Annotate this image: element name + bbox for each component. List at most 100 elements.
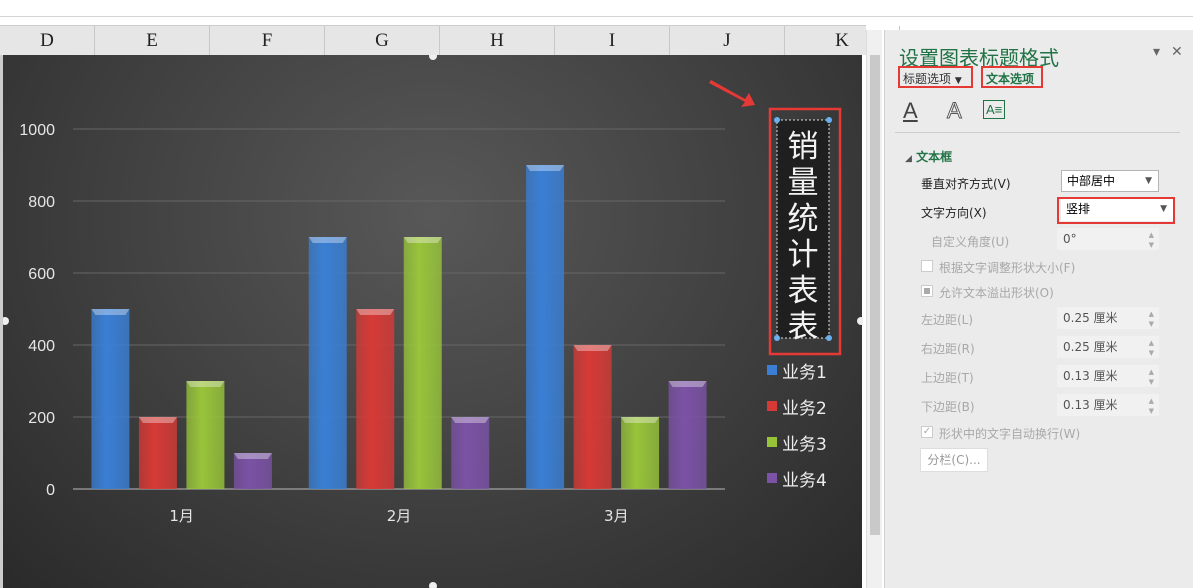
y-tick-label: 200 [28, 410, 55, 427]
bar-业务3-1月[interactable] [186, 381, 225, 489]
bar-业务1-2月[interactable] [308, 237, 347, 489]
y-tick-label: 1000 [19, 122, 55, 139]
bar-业务2-3月[interactable] [573, 345, 612, 489]
bar-bevel [308, 237, 347, 243]
chart-title-char: 表 [788, 309, 819, 345]
y-tick-label: 400 [28, 338, 55, 355]
custom-angle-input[interactable]: 0° ▲ ▼ [1057, 228, 1159, 250]
chart-resize-handle[interactable] [857, 317, 863, 325]
bar-业务3-3月[interactable] [621, 417, 660, 489]
column-header-D[interactable]: D [0, 26, 95, 56]
y-tick-label: 0 [46, 482, 55, 499]
annotation-arrow-icon [709, 80, 755, 107]
spinner-icon: ▲ ▼ [1148, 397, 1154, 415]
close-icon[interactable]: ✕ [1171, 44, 1183, 60]
text-effects-icon[interactable]: A [947, 98, 963, 124]
custom-angle-label: 自定义角度(U) [931, 235, 1010, 249]
column-header-H[interactable]: H [440, 26, 555, 56]
columns-button[interactable]: 分栏(C)... [920, 448, 988, 472]
bar-bevel [451, 417, 490, 423]
right-margin-label: 右边距(R) [921, 342, 975, 356]
legend-label[interactable]: 业务1 [782, 363, 827, 383]
bar-业务2-1月[interactable] [138, 417, 177, 489]
x-tick-label: 2月 [387, 507, 412, 525]
resize-handle[interactable] [774, 117, 780, 123]
text-fill-icon[interactable]: A [903, 98, 918, 123]
input-value: 0.13 厘米 [1063, 369, 1118, 383]
y-tick-label: 800 [28, 194, 55, 211]
column-header-K[interactable]: K [785, 26, 900, 56]
bar-bevel [138, 417, 177, 423]
tab-label: 标题选项 [903, 72, 952, 86]
chart-area[interactable]: 0 200 400 600 800 1000 1月 2月 3月 业务1 业务2 业务3 业务4 销量统计表… [0, 55, 863, 588]
bar-业务4-2月[interactable] [451, 417, 490, 489]
column-header-J[interactable]: J [670, 26, 785, 56]
legend-label[interactable]: 业务3 [782, 435, 827, 455]
legend-marker [767, 473, 777, 483]
scrollbar-thumb[interactable] [870, 55, 880, 535]
resize-handle[interactable] [774, 335, 780, 341]
spinner-icon: ▲ ▼ [1148, 368, 1154, 386]
allow-overflow-label: 允许文本溢出形状(O) [939, 286, 1054, 300]
vertical-align-select[interactable]: 中部居中 ▼ [1061, 170, 1159, 192]
right-margin-input[interactable]: 0.25 厘米 ▲ ▼ [1057, 336, 1159, 358]
bar-业务1-3月[interactable] [526, 165, 565, 489]
spinner-icon: ▲ ▼ [1148, 310, 1154, 328]
bar-bevel [403, 237, 442, 243]
format-pane: 设置图表标题格式 ▾ ✕ 标题选项 ▼ 文本选项 A A A≡ ◢ 文本框 垂直… [884, 30, 1193, 588]
tab-title-options[interactable]: 标题选项 ▼ [903, 70, 962, 87]
select-value: 竖排 [1066, 202, 1091, 216]
column-header-F[interactable]: F [210, 26, 325, 56]
legend-marker [767, 437, 777, 447]
spinner-icon: ▲ ▼ [1148, 231, 1154, 249]
divider [895, 132, 1180, 133]
text-direction-select[interactable]: 竖排 ▼ [1061, 199, 1173, 221]
bar-业务4-1月[interactable] [233, 453, 272, 489]
legend-marker [767, 401, 777, 411]
x-tick-label: 1月 [169, 507, 194, 525]
bar-业务3-2月[interactable] [403, 237, 442, 489]
chart-resize-handle[interactable] [429, 55, 437, 60]
resize-handle[interactable] [826, 335, 832, 341]
wrap-text-checkbox[interactable]: ✓ [921, 426, 933, 438]
chart-title-char: 计 [788, 237, 819, 273]
allow-overflow-checkbox[interactable] [921, 285, 933, 297]
textbox-icon[interactable]: A≡ [983, 100, 1006, 119]
top-margin-input[interactable]: 0.13 厘米 ▲ ▼ [1057, 365, 1159, 387]
chart-title-char: 统 [788, 201, 819, 237]
text-direction-label: 文字方向(X) [921, 206, 987, 220]
section-textbox[interactable]: ◢ 文本框 [905, 148, 952, 165]
input-value: 0.25 厘米 [1063, 340, 1118, 354]
collapse-icon: ◢ [905, 154, 912, 164]
left-margin-label: 左边距(L) [921, 313, 974, 327]
input-value: 0° [1063, 232, 1077, 246]
column-header-G[interactable]: G [325, 26, 440, 56]
column-header-E[interactable]: E [95, 26, 210, 56]
select-value: 中部居中 [1067, 174, 1116, 188]
wrap-text-label: 形状中的文字自动换行(W) [939, 427, 1081, 441]
chart-title-char: 表 [788, 273, 819, 309]
bar-bevel [668, 381, 707, 387]
chart-title-box[interactable] [776, 119, 830, 339]
tab-text-options[interactable]: 文本选项 [986, 72, 1035, 86]
chart-resize-handle[interactable] [3, 317, 9, 325]
column-header-I[interactable]: I [555, 26, 670, 56]
bar-业务4-3月[interactable] [668, 381, 707, 489]
legend-marker [767, 365, 777, 375]
bar-bevel [621, 417, 660, 423]
vertical-scrollbar[interactable] [866, 30, 882, 588]
left-margin-input[interactable]: 0.25 厘米 ▲ ▼ [1057, 307, 1159, 329]
y-tick-label: 600 [28, 266, 55, 283]
resize-handle[interactable] [826, 117, 832, 123]
legend-label[interactable]: 业务4 [782, 471, 827, 491]
bar-业务2-2月[interactable] [356, 309, 395, 489]
formula-bar[interactable] [0, 0, 1193, 17]
bar-业务1-1月[interactable] [91, 309, 130, 489]
pane-options-icon[interactable]: ▾ [1153, 44, 1161, 60]
resize-shape-checkbox[interactable] [921, 260, 933, 272]
chart-title-char: 销 [788, 129, 819, 165]
bottom-margin-input[interactable]: 0.13 厘米 ▲ ▼ [1057, 394, 1159, 416]
chart-resize-handle[interactable] [429, 582, 437, 588]
legend-label[interactable]: 业务2 [782, 399, 827, 419]
